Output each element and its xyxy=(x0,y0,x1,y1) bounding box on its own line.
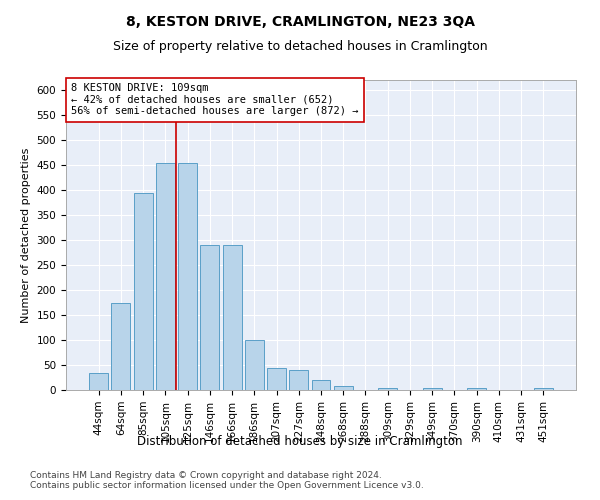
Bar xyxy=(156,162,175,390)
Bar xyxy=(245,340,264,390)
Y-axis label: Number of detached properties: Number of detached properties xyxy=(21,148,31,322)
Bar xyxy=(89,372,108,390)
Bar xyxy=(378,388,397,390)
Bar xyxy=(534,388,553,390)
Bar xyxy=(311,380,331,390)
Bar xyxy=(267,368,286,390)
Bar xyxy=(334,386,353,390)
Bar xyxy=(112,302,130,390)
Bar xyxy=(467,388,486,390)
Text: Distribution of detached houses by size in Cramlington: Distribution of detached houses by size … xyxy=(137,435,463,448)
Bar xyxy=(223,245,242,390)
Text: 8, KESTON DRIVE, CRAMLINGTON, NE23 3QA: 8, KESTON DRIVE, CRAMLINGTON, NE23 3QA xyxy=(125,15,475,29)
Text: 8 KESTON DRIVE: 109sqm
← 42% of detached houses are smaller (652)
56% of semi-de: 8 KESTON DRIVE: 109sqm ← 42% of detached… xyxy=(71,83,359,116)
Text: Contains HM Land Registry data © Crown copyright and database right 2024.
Contai: Contains HM Land Registry data © Crown c… xyxy=(30,470,424,490)
Bar xyxy=(134,192,152,390)
Bar xyxy=(423,388,442,390)
Bar xyxy=(178,162,197,390)
Text: Size of property relative to detached houses in Cramlington: Size of property relative to detached ho… xyxy=(113,40,487,53)
Bar xyxy=(200,245,219,390)
Bar xyxy=(289,370,308,390)
